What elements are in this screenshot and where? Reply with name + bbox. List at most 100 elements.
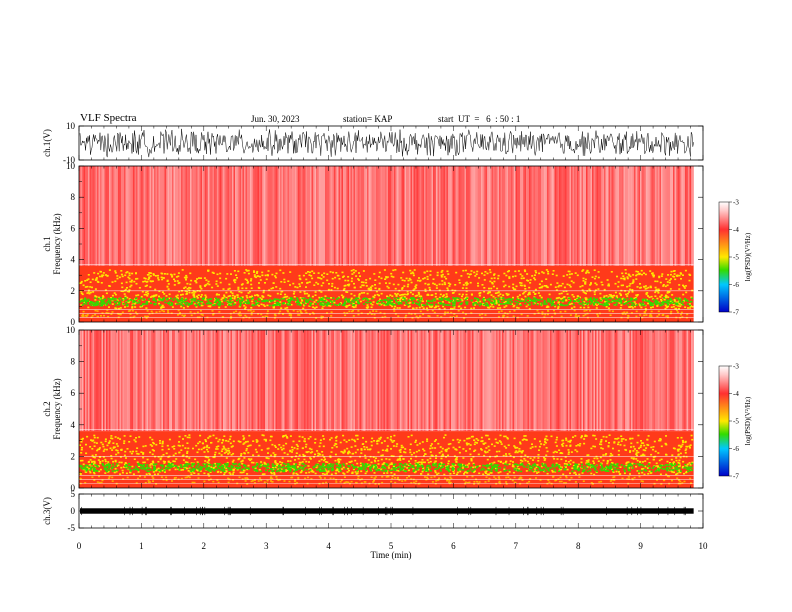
spectrogram-speckle [144, 445, 147, 447]
spectrogram-speckle [526, 315, 529, 317]
spectrogram-column [236, 166, 238, 266]
spectrogram-speckle [581, 301, 584, 304]
spectrogram-column [661, 166, 663, 266]
spectrogram-speckle [291, 297, 294, 300]
spectrogram-speckle [567, 440, 570, 443]
spectrogram-column [421, 330, 423, 432]
spectrogram-speckle [215, 297, 217, 300]
spectrogram-column [293, 166, 295, 266]
spectrogram-speckle [474, 441, 477, 444]
spectrogram-column [526, 330, 528, 432]
spectrogram-speckle [238, 311, 241, 314]
spectrogram-speckle [504, 299, 507, 301]
spectrogram-speckle [221, 303, 224, 305]
spectrogram-column [622, 166, 624, 266]
spectrogram-speckle [128, 289, 131, 291]
spectrogram-speckle [109, 447, 112, 450]
spectrogram-speckle [96, 436, 99, 439]
spectrogram-speckle [287, 299, 290, 301]
spectrogram-column [430, 166, 432, 266]
spectrogram-speckle [427, 461, 430, 464]
spectrogram-speckle [297, 300, 300, 303]
spectrogram-speckle [212, 304, 215, 307]
spectrogram-speckle [524, 295, 527, 298]
spectrogram-speckle [453, 307, 456, 309]
spectrogram-speckle [89, 291, 92, 294]
spectrogram-speckle [149, 473, 151, 476]
spectrogram-speckle [534, 293, 537, 295]
spectrogram-speckle [640, 304, 643, 306]
spectrogram-speckle [631, 462, 634, 465]
spectrogram-speckle [144, 277, 147, 280]
spectrogram-speckle [97, 303, 100, 306]
spectrogram-speckle [632, 280, 635, 283]
spectrogram-speckle [99, 302, 102, 305]
spectrogram-column [514, 330, 516, 432]
spectrogram-speckle [549, 298, 552, 300]
spectrogram-speckle [263, 461, 266, 464]
spectrogram-speckle [672, 467, 675, 469]
spectrogram-speckle [612, 447, 614, 450]
spectrogram-column [476, 166, 478, 266]
spectrogram-column [590, 330, 592, 432]
spectrogram-speckle [672, 305, 675, 308]
spectrogram-speckle [220, 454, 223, 456]
spectrogram-speckle [158, 302, 160, 305]
spectrogram-speckle [149, 275, 152, 277]
spectrogram-speckle [529, 447, 532, 450]
spectrogram-speckle [360, 452, 363, 454]
spectrogram-speckle [273, 298, 276, 300]
spectrogram-speckle [158, 310, 161, 313]
spectrogram-speckle [282, 313, 285, 315]
spectrogram-column [122, 166, 124, 266]
spectrogram-column [458, 330, 460, 432]
spectrogram-column [346, 166, 348, 266]
spectrogram-speckle [564, 304, 567, 307]
spectrogram-speckle [168, 469, 171, 471]
spectrogram-column [301, 166, 303, 266]
spectrogram-speckle [528, 291, 531, 294]
spectrogram-speckle [361, 284, 364, 287]
spectrogram-speckle [286, 303, 289, 305]
spectrogram-speckle [517, 270, 520, 272]
spectrogram-column [409, 166, 411, 266]
spectrogram-speckle [305, 298, 308, 301]
spectrogram-column [121, 166, 123, 266]
spectrogram-speckle [546, 313, 549, 316]
spectrogram-speckle [607, 296, 610, 298]
spectrogram-speckle [215, 283, 218, 285]
spectrogram-speckle [444, 434, 447, 436]
spectrogram-speckle [334, 453, 337, 456]
spectrogram-speckle [274, 275, 277, 277]
spectrogram-speckle [178, 435, 181, 438]
spectrogram-column [178, 166, 180, 266]
spectrogram-speckle [565, 437, 568, 440]
spectrogram-speckle [250, 313, 253, 316]
spectrogram-speckle [247, 272, 250, 275]
spectrogram-speckle [655, 300, 657, 302]
spectrogram-speckle [654, 286, 657, 289]
spectrogram-column [289, 330, 291, 432]
y-tick-label: 2 [71, 286, 76, 296]
spectrogram-column [296, 330, 298, 432]
spectrogram-speckle [504, 435, 507, 438]
spectrogram-speckle [488, 297, 491, 300]
spectrogram-speckle [625, 302, 628, 304]
spectrogram-speckle [381, 302, 384, 304]
spectrogram-column [134, 330, 136, 432]
spectrogram-speckle [241, 296, 244, 298]
spectrogram-speckle [449, 443, 452, 445]
spectrogram-speckle [482, 302, 485, 305]
spectrogram-speckle [247, 309, 250, 312]
spectrogram-speckle [362, 281, 365, 284]
spectrogram-column [409, 330, 411, 432]
spectrogram-speckle [680, 303, 683, 306]
spectrogram-speckle [159, 458, 162, 461]
spectrogram-speckle [390, 448, 392, 450]
spectrogram-speckle [401, 296, 404, 299]
spectrogram-speckle [680, 273, 683, 275]
spectrogram-speckle [581, 285, 584, 287]
spectrogram-speckle [177, 272, 180, 274]
spectrogram-speckle [411, 302, 414, 304]
spectrogram-speckle [195, 306, 198, 308]
